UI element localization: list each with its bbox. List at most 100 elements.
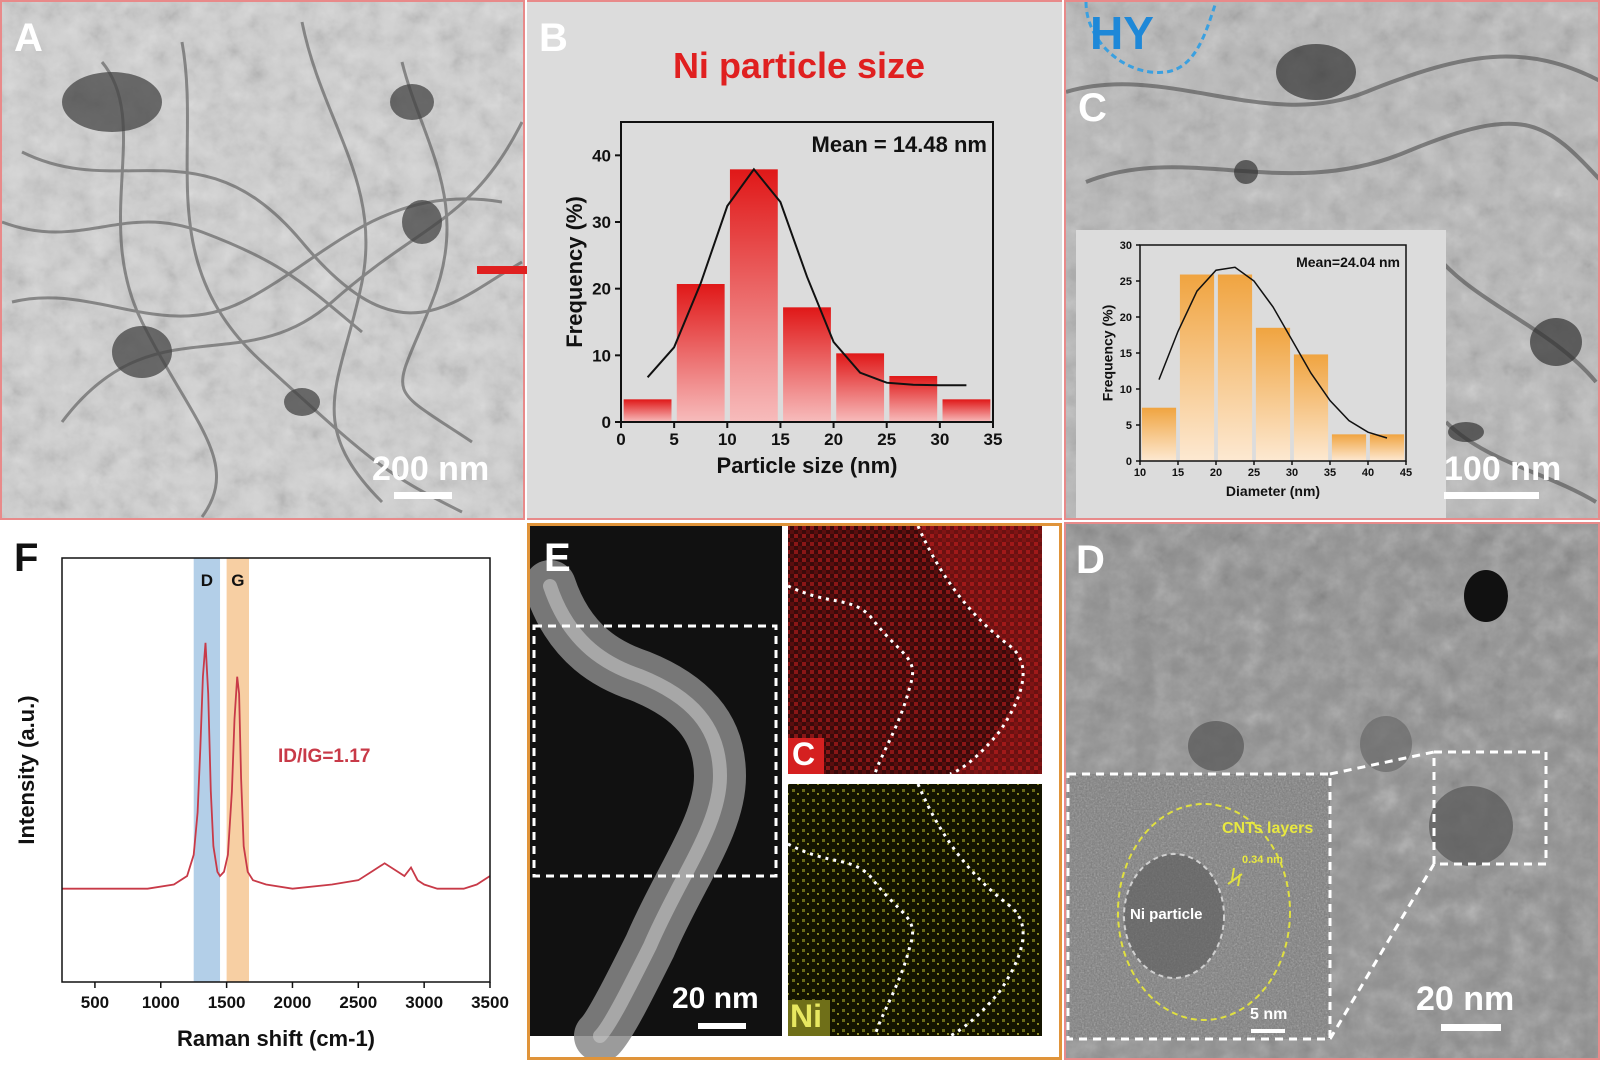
gaussian-fit: [1158, 266, 1388, 439]
y-axis-label: Intensity (a.u.): [14, 695, 39, 844]
inset-scale-text-d: 5 nm: [1250, 1006, 1288, 1023]
inset-histogram-c: 10 15 20 25 30 35 40 45 0 5 10 15 20 25 30 Diameter (nm…: [1076, 230, 1446, 518]
ni-particle-dark: [1464, 570, 1508, 622]
panel-label-c: C: [1078, 86, 1107, 130]
x-tick-label: 30: [1286, 467, 1298, 479]
band-label-g: G: [231, 571, 244, 590]
ni-map: [788, 784, 1042, 1036]
panel-c-tem-image: HY C 10 15 20 25 30 35 40 45 0 5 10 15 20 25 30 Diamete…: [1064, 0, 1600, 520]
panel-b-histogram: B Ni particle size 0 5 10 15 20 25 30 35 0 10 20 30 4…: [527, 0, 1062, 520]
x-tick-label: 2000: [274, 993, 312, 1012]
y-tick-label: 0: [602, 413, 611, 432]
histogram-bar: [1369, 434, 1405, 461]
histogram-bar: [623, 399, 672, 422]
x-axis-label: Diameter (nm): [1226, 483, 1320, 499]
panel-f-raman: F D G 500 1000 1500 2000 2500 3000 3500 Raman shi…: [0, 522, 527, 1072]
ni-particle-label: Ni particle: [1130, 906, 1203, 923]
panel-label-b: B: [539, 16, 568, 60]
x-tick-label: 45: [1400, 467, 1412, 479]
x-tick-label: 2500: [339, 993, 377, 1012]
hy-label: HY: [1090, 7, 1154, 59]
inset-scale-bar-d: [1251, 1029, 1285, 1033]
chart-c: 10 15 20 25 30 35 40 45 0 5 10 15 20 25 30 Diameter (nm…: [1099, 240, 1412, 499]
chart-f: D G 500 1000 1500 2000 2500 3000 3500 Raman shift…: [14, 557, 509, 1051]
histogram-bar: [1255, 327, 1291, 461]
y-tick-label: 15: [1120, 348, 1132, 360]
panel-e-graphics: [530, 526, 1042, 1057]
y-tick-label: 0: [1126, 456, 1132, 468]
y-tick-label: 5: [1126, 420, 1132, 432]
plot-frame: [61, 557, 491, 983]
histogram-bar: [836, 353, 885, 422]
panel-a-tem-image: A 200 nm: [0, 0, 525, 520]
histogram-bar: [1141, 407, 1177, 461]
catalyst-clusters: [62, 72, 442, 416]
scale-bar-c: [1444, 492, 1539, 499]
scale-text-a: 200 nm: [372, 450, 490, 488]
chart-title: Ni particle size: [673, 45, 925, 86]
y-tick-label: 30: [592, 213, 611, 232]
x-tick-label: 3500: [471, 993, 509, 1012]
x-tick-label: 0: [616, 430, 625, 449]
panel-label-f: F: [14, 536, 39, 580]
histogram-bar: [1293, 354, 1329, 461]
x-tick-label: 10: [1134, 467, 1146, 479]
scale-bar-d: [1441, 1024, 1501, 1031]
x-tick-label: 30: [930, 430, 949, 449]
x-tick-label: 35: [1324, 467, 1336, 479]
x-tick-label: 25: [877, 430, 896, 449]
panel-a-texture: [2, 2, 523, 518]
panel-d-graphics: [1066, 524, 1598, 1058]
mean-annotation: Mean=24.04 nm: [1296, 254, 1400, 270]
cnt-layers-label: CNTs layers: [1222, 820, 1314, 837]
scale-bar-a: [394, 492, 452, 499]
band-g: [226, 558, 250, 982]
gaussian-fit: [646, 167, 967, 387]
c-map-badge: [788, 738, 824, 774]
x-tick-label: 40: [1362, 467, 1374, 479]
y-axis-label: Frequency (%): [1099, 305, 1115, 401]
panel-e-mapping: E C Ni 20 nm: [527, 523, 1062, 1060]
scale-text-d: 20 nm: [1416, 980, 1515, 1018]
x-tick-label: 20: [1210, 467, 1222, 479]
histogram-bar: [942, 399, 991, 422]
y-axis-label: Frequency (%): [562, 196, 587, 348]
histogram-bar: [783, 307, 831, 422]
panel-d-hrtem: D CNTs layers 0.34 nm Ni particle 5 nm 2…: [1064, 522, 1600, 1060]
y-tick-label: 20: [592, 280, 611, 299]
raman-spectrum: [62, 642, 491, 890]
histogram-bar: [1217, 274, 1253, 461]
c-map-label: C: [792, 736, 816, 772]
histogram-bar: [1331, 434, 1367, 461]
x-tick-label: 10: [718, 430, 737, 449]
band-label-d: D: [201, 571, 213, 590]
histogram-bar: [676, 284, 725, 422]
scale-text-c: 100 nm: [1444, 450, 1562, 488]
x-tick-label: 15: [771, 430, 790, 449]
y-tick-label: 10: [1120, 384, 1132, 396]
histogram-bar: [729, 169, 778, 422]
ni-map-badge: [788, 1000, 830, 1036]
plot-frame: [620, 121, 994, 423]
x-tick-label: 25: [1248, 467, 1260, 479]
ni-particle-outline: [1123, 853, 1225, 979]
x-tick-label: 15: [1172, 467, 1184, 479]
histogram-bar: [1179, 274, 1215, 461]
hy-boundary: [1084, 2, 1218, 74]
x-tick-label: 1000: [142, 993, 180, 1012]
chart-b: Ni particle size 0 5 10 15 20 25 30 35 0 10 20 30 40 P…: [562, 45, 1003, 478]
ni-map-label: Ni: [790, 998, 822, 1034]
x-tick-label: 20: [824, 430, 843, 449]
scale-bar-e: [698, 1023, 746, 1029]
x-axis-label: Particle size (nm): [717, 453, 898, 478]
panel-label-e: E: [544, 536, 571, 580]
dark-particles-c: [1234, 44, 1582, 442]
map-region-box: [532, 624, 778, 878]
y-tick-label: 20: [1120, 312, 1132, 324]
spacing-label: 0.34 nm: [1242, 854, 1283, 866]
panel-label-d: D: [1076, 538, 1105, 582]
band-d: [193, 558, 221, 982]
scale-text-e: 20 nm: [672, 982, 759, 1015]
x-tick-label: 1500: [208, 993, 246, 1012]
y-tick-label: 10: [592, 346, 611, 365]
